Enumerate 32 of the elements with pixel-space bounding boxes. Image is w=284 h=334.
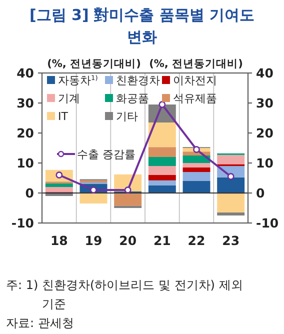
text: 자료: 관세청 — [6, 316, 74, 330]
y2-tick-label: 40 — [256, 66, 274, 80]
y-tick-label: 10 — [16, 156, 34, 170]
x-tick-label: 21 — [153, 233, 171, 248]
x-tick-label: 23 — [222, 233, 240, 248]
y2-tick-label: 20 — [256, 126, 274, 140]
chart-title: [그림 3] 對미수출 품목별 기여도 변화 — [29, 6, 255, 46]
legend-label: 이차전지 — [173, 74, 217, 87]
x-tick-label: 22 — [188, 233, 206, 248]
legend-label: 기계 — [58, 92, 80, 105]
y-tick-label: 40 — [16, 66, 34, 80]
legend-label: 수출 증감률 — [77, 148, 136, 161]
legend-label: IT — [58, 110, 68, 123]
x-tick-label: 18 — [50, 233, 68, 248]
x-tick-label: 19 — [84, 233, 102, 248]
y-axis-title: (%, 전년동기대비) — [47, 58, 141, 70]
y-tick-label: 30 — [16, 96, 34, 110]
y2-tick-label: 0 — [256, 186, 265, 200]
legend-label: 친환경차 — [116, 74, 160, 87]
y2-tick-label: 30 — [256, 96, 274, 110]
y2-tick-label: 10 — [256, 156, 274, 170]
legend-label: 기타 — [116, 110, 138, 123]
legend-label: 화공품 — [116, 92, 149, 105]
y2-tick-label: -10 — [256, 216, 279, 230]
y-tick-label: 0 — [25, 186, 34, 200]
legend-label: 석유제품 — [173, 92, 217, 105]
y2-axis-title: (%, 전년동기대비) — [149, 58, 243, 70]
y-tick-label: -10 — [11, 216, 34, 230]
x-tick-label: 20 — [119, 233, 137, 248]
legend-label: 자동차$^{1)}$ — [58, 74, 98, 87]
text: 주: 1) 친환경차(하이브리드 및 전기차) 제외 기준 — [6, 278, 243, 311]
y-tick-label: 20 — [16, 126, 34, 140]
